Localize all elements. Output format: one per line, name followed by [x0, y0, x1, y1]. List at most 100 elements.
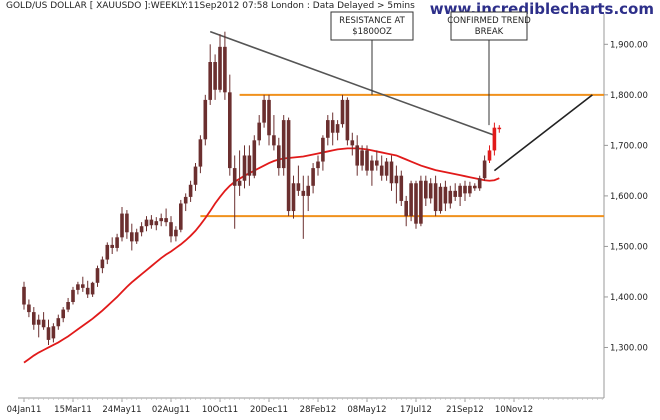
candle-body: [169, 222, 173, 237]
candle-body: [125, 213, 129, 233]
candle-body: [41, 319, 46, 328]
candle-body: [453, 190, 457, 197]
candle-body: [36, 319, 41, 325]
y-tick-label: 1,300.00: [610, 343, 648, 353]
candle-body: [139, 226, 144, 233]
candle-body: [419, 180, 423, 224]
candle-body: [179, 203, 183, 230]
annotation-text: RESISTANCE AT: [339, 16, 405, 26]
candle-body: [438, 186, 443, 212]
candle-body: [61, 309, 65, 319]
candle-body: [350, 140, 355, 146]
candle-body: [134, 232, 139, 242]
candle-body: [174, 229, 178, 237]
candle-body: [154, 221, 159, 226]
candle-body: [291, 183, 296, 212]
candle-body: [120, 213, 124, 238]
candle-body: [281, 120, 286, 169]
candle-body: [379, 165, 384, 176]
candle-body: [409, 183, 413, 217]
candle-body: [428, 183, 433, 199]
candle-body: [497, 127, 502, 130]
candle-body: [272, 135, 276, 146]
candle-body: [414, 183, 418, 224]
candle-body: [232, 168, 237, 186]
candle-body: [360, 150, 364, 166]
candle-body: [463, 185, 467, 194]
candle-body: [468, 185, 472, 194]
y-tick-label: 1,700.00: [610, 141, 648, 151]
candle-body: [252, 140, 257, 176]
candle-body: [365, 150, 369, 171]
candle-body: [228, 92, 232, 169]
y-tick-label: 1,500.00: [610, 242, 648, 252]
candle-body: [404, 200, 408, 217]
candle-body: [130, 232, 134, 242]
candle-body: [394, 175, 399, 184]
candle-body: [277, 145, 281, 169]
candle-body: [492, 127, 497, 151]
candle-body: [56, 318, 61, 327]
candle-body: [110, 244, 114, 248]
candle-body: [90, 282, 95, 295]
candle-body: [149, 219, 154, 226]
x-tick-label: 20Dec11: [250, 405, 288, 415]
candle-body: [487, 150, 492, 161]
candle-body: [482, 160, 487, 179]
y-tick-label: 1,600.00: [610, 192, 648, 202]
y-tick-label: 1,400.00: [610, 293, 648, 303]
y-tick-label: 1,800.00: [610, 91, 648, 101]
candles: [22, 31, 502, 345]
candle-body: [22, 286, 26, 305]
candle-body: [443, 186, 448, 204]
candle-body: [433, 183, 438, 212]
candle-body: [27, 304, 31, 313]
candle-body: [164, 218, 168, 223]
candle-body: [340, 99, 345, 125]
candle-body: [330, 120, 335, 133]
candle-body: [105, 244, 110, 260]
x-tick-label: 08May12: [347, 405, 386, 415]
x-tick-label: 21Sep12: [446, 405, 484, 415]
candle-body: [262, 99, 266, 123]
candle-body: [389, 161, 394, 184]
candle-body: [375, 160, 379, 166]
candle-body: [115, 237, 119, 248]
candle-body: [301, 190, 306, 196]
candle-body: [32, 312, 36, 325]
candle-body: [399, 175, 404, 201]
candle-body: [159, 218, 163, 222]
candle-body: [188, 184, 193, 197]
candle-body: [237, 180, 242, 186]
candle-body: [223, 46, 227, 93]
descending-trendline: [209, 30, 495, 137]
x-tick-label: 10Nov12: [495, 405, 533, 415]
x-tick-label: 10Oct11: [202, 405, 238, 415]
x-tick-label: 17Jul12: [400, 405, 432, 415]
annotation-box: [330, 11, 414, 41]
chart-title: GOLD/US DOLLAR [ XAUUSDO ]:WEEKLY:11Sep2…: [6, 1, 415, 11]
candle-body: [477, 178, 482, 189]
candle-body: [311, 168, 315, 186]
annotation-text: CONFIRMED TREND: [447, 16, 531, 26]
candle-body: [95, 268, 100, 283]
candle-body: [384, 161, 389, 176]
candle-body: [46, 327, 51, 340]
candle-body: [51, 326, 56, 339]
candle-body: [335, 124, 340, 133]
x-tick-label: 04Jan11: [7, 405, 42, 415]
candle-body: [458, 185, 462, 197]
candle-body: [448, 190, 453, 204]
candle-body: [183, 196, 188, 204]
candle-body: [286, 120, 291, 212]
candle-body: [66, 302, 70, 310]
x-tick-label: 28Feb12: [300, 405, 337, 415]
candle-body: [257, 122, 261, 141]
candle-body: [306, 185, 310, 196]
candle-body: [213, 62, 217, 90]
candle-body: [208, 62, 212, 100]
candle-body: [326, 120, 330, 138]
